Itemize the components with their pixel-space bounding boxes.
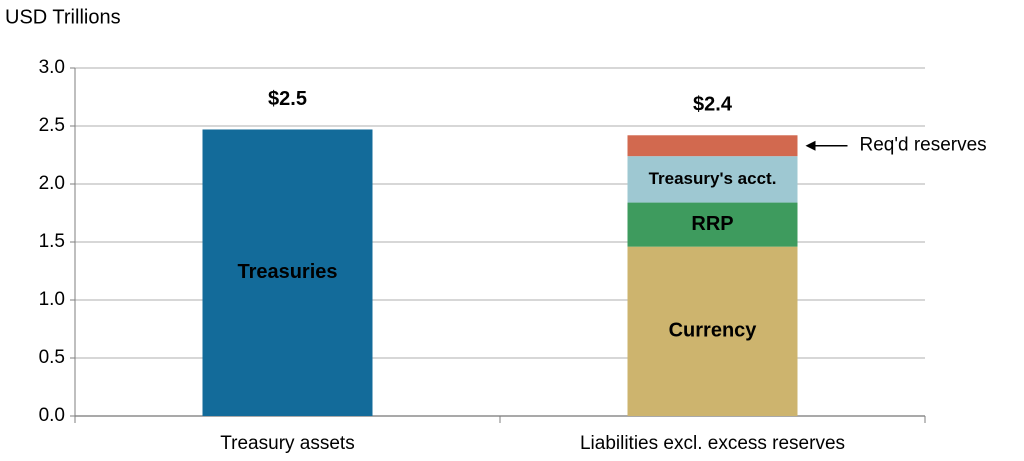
- bar-segment: [627, 156, 798, 203]
- y-axis-title: USD Trillions: [5, 6, 121, 28]
- arrow-head: [805, 140, 816, 151]
- y-tick-label: 2.5: [39, 115, 65, 136]
- total-label: $2.5: [268, 88, 307, 110]
- segment-label: Treasuries: [237, 261, 337, 283]
- total-label: $2.4: [693, 94, 733, 116]
- y-tick-label: 3.0: [39, 57, 65, 78]
- segment-label: Currency: [669, 320, 758, 342]
- bar-segment: [627, 135, 798, 157]
- segment-label: Treasury's acct.: [649, 169, 777, 188]
- y-tick-label: 1.5: [39, 231, 65, 252]
- bar-segment: [627, 246, 798, 416]
- x-tick-label: Liabilities excl. excess reserves: [580, 433, 845, 454]
- y-tick-label: 2.0: [39, 173, 65, 194]
- x-tick-label: Treasury assets: [220, 433, 354, 454]
- y-tick-label: 1.0: [39, 289, 65, 310]
- bar-segment: [202, 129, 373, 417]
- segment-label: Req'd reserves: [860, 135, 987, 156]
- bar-segment: [627, 202, 798, 247]
- y-tick-label: 0.0: [39, 405, 65, 426]
- segment-label: RRP: [691, 213, 733, 235]
- y-tick-label: 0.5: [39, 347, 65, 368]
